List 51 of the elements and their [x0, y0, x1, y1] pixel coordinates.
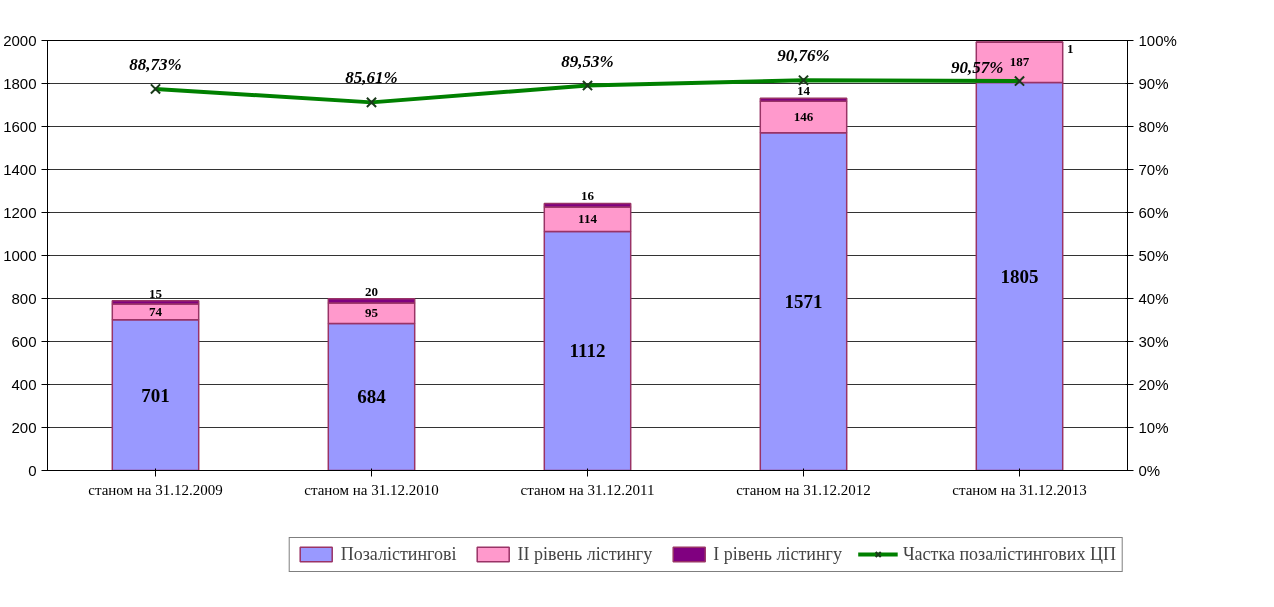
- y2-tick-label: 90%: [1138, 75, 1169, 92]
- y-tick-label: 1400: [3, 160, 37, 178]
- y-tick-label: 1600: [3, 117, 37, 135]
- data-label: 114: [578, 211, 598, 227]
- y-tick-label: 1200: [3, 203, 37, 221]
- y2-tick-label: 40%: [1138, 290, 1169, 307]
- y2-tick-label: 30%: [1138, 333, 1169, 350]
- data-label: 1112: [569, 340, 606, 362]
- data-label: 701: [141, 384, 170, 406]
- x-tick-label: станом на 31.12.2012: [736, 481, 871, 498]
- y2-tick-label: 70%: [1138, 161, 1169, 178]
- legend-label: Позалістингові: [340, 543, 457, 565]
- legend-label: І рівень лістингу: [713, 543, 842, 565]
- data-label: 74: [149, 303, 163, 319]
- data-label: 90,76%: [777, 46, 830, 66]
- data-label: 85,61%: [345, 68, 398, 88]
- x-tick-label: станом на 31.12.2013: [952, 481, 1087, 498]
- data-label: 1805: [1000, 265, 1039, 287]
- data-label: 16: [581, 188, 595, 204]
- data-label: 1571: [784, 291, 823, 313]
- data-label: 90,57%: [951, 58, 1004, 78]
- y2-tick-label: 10%: [1138, 419, 1169, 436]
- y-tick-label: 2000: [3, 31, 37, 49]
- data-label: 20: [365, 283, 378, 299]
- data-label: 95: [365, 305, 379, 321]
- data-label: 88,73%: [129, 54, 182, 74]
- y-tick-label: 600: [11, 332, 37, 350]
- y-tick-label: 1800: [3, 74, 37, 92]
- x-tick-label: станом на 31.12.2009: [88, 481, 223, 498]
- y-tick-label: 200: [11, 418, 37, 436]
- data-label: 1: [1067, 41, 1074, 57]
- y-tick-label: 400: [11, 375, 37, 393]
- data-label: 146: [793, 109, 814, 125]
- data-label: 14: [797, 83, 811, 99]
- y-tick-label: 800: [11, 289, 37, 307]
- y2-tick-label: 80%: [1138, 118, 1169, 135]
- y2-tick-label: 60%: [1138, 204, 1169, 221]
- data-label: 89,53%: [561, 51, 614, 71]
- y2-tick-label: 50%: [1138, 247, 1169, 264]
- data-label: 15: [149, 285, 163, 301]
- x-tick-label: станом на 31.12.2010: [304, 481, 439, 498]
- y2-tick-label: 20%: [1138, 376, 1169, 393]
- data-label: 187: [1009, 54, 1030, 70]
- legend-label: ІІ рівень лістингу: [517, 543, 653, 565]
- y-tick-label: 0: [28, 461, 37, 479]
- x-tick-label: станом на 31.12.2011: [520, 481, 655, 498]
- y-tick-label: 1000: [3, 246, 37, 264]
- y2-tick-label: 0%: [1138, 462, 1161, 479]
- legend-label: Частка позалістингових ЦП: [902, 543, 1116, 565]
- y2-tick-label: 100%: [1138, 32, 1177, 49]
- data-label: 684: [357, 386, 387, 408]
